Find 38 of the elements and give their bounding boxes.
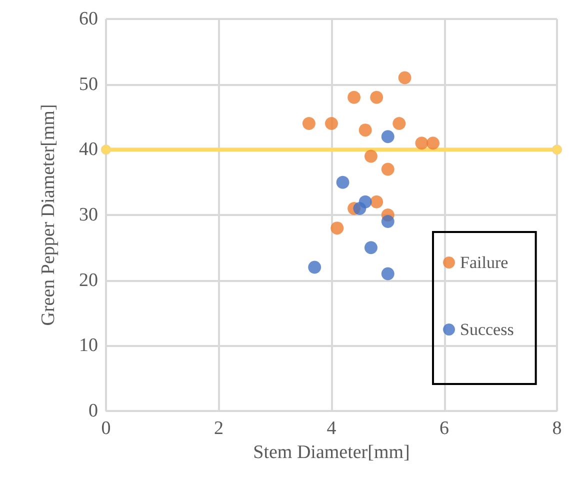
x-tick-label: 8	[552, 418, 562, 439]
point	[381, 130, 394, 144]
point	[330, 222, 344, 235]
x-tick-label: 4	[326, 418, 337, 439]
point	[364, 150, 378, 163]
x-tick-label: 6	[440, 418, 449, 439]
point	[415, 136, 428, 150]
point	[392, 117, 406, 130]
point	[370, 90, 384, 104]
x-tick-label: 2	[214, 418, 224, 439]
y-tick-label: 20	[79, 270, 98, 291]
y-axis-title: Green Pepper Diameter[mm]	[38, 104, 59, 326]
point	[364, 241, 378, 254]
legend-label: Success	[460, 320, 514, 339]
point	[381, 162, 394, 176]
point	[348, 90, 361, 104]
point	[381, 267, 394, 280]
point	[325, 117, 338, 130]
y-tick-label: 0	[88, 400, 98, 422]
point	[358, 124, 372, 137]
point	[398, 71, 412, 84]
y-tick-label: 40	[79, 139, 98, 160]
y-tick-label: 50	[79, 74, 98, 95]
point	[381, 215, 394, 228]
point	[353, 202, 366, 215]
y-tick-label: 60	[79, 8, 98, 30]
x-axis-title: Stem Diameter[mm]	[253, 442, 410, 463]
y-tick-label: 10	[79, 335, 98, 356]
legend-label: Failure	[460, 253, 508, 272]
point	[426, 136, 440, 150]
point	[336, 176, 350, 189]
point	[302, 117, 316, 130]
point	[552, 144, 562, 155]
point	[101, 144, 111, 155]
x-tick-label: 0	[101, 418, 111, 439]
point	[370, 195, 384, 208]
point	[308, 260, 322, 274]
y-tick-label: 30	[79, 204, 98, 226]
